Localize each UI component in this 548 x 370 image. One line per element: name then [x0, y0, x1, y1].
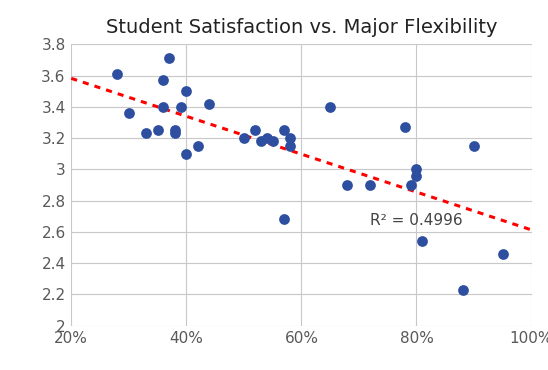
Point [159, 77, 168, 83]
Point [286, 135, 294, 141]
Point [412, 166, 421, 172]
Point [412, 173, 421, 179]
Point [193, 143, 202, 149]
Point [366, 182, 375, 188]
Point [326, 104, 334, 110]
Point [498, 251, 507, 257]
Point [176, 104, 185, 110]
Title: Student Satisfaction vs. Major Flexibility: Student Satisfaction vs. Major Flexibili… [106, 18, 497, 37]
Point [182, 88, 191, 94]
Point [406, 182, 415, 188]
Point [182, 151, 191, 157]
Point [113, 71, 122, 77]
Point [279, 216, 288, 222]
Point [286, 143, 294, 149]
Point [343, 182, 352, 188]
Point [458, 287, 467, 293]
Point [170, 131, 179, 137]
Point [418, 238, 426, 244]
Point [159, 104, 168, 110]
Point [470, 143, 478, 149]
Point [124, 110, 133, 116]
Point [164, 56, 173, 61]
Point [141, 131, 150, 137]
Point [256, 138, 265, 144]
Point [401, 124, 409, 130]
Point [251, 127, 260, 133]
Point [170, 127, 179, 133]
Point [269, 138, 277, 144]
Point [262, 135, 271, 141]
Text: R² = 0.4996: R² = 0.4996 [370, 213, 463, 228]
Point [205, 101, 214, 107]
Point [279, 127, 288, 133]
Point [239, 135, 248, 141]
Point [153, 127, 162, 133]
